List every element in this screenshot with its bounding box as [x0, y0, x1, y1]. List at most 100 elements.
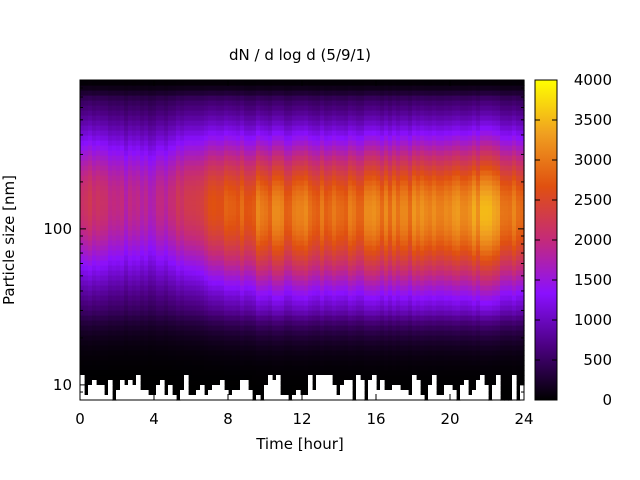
heatmap-cell [364, 350, 369, 356]
heatmap-cell [108, 175, 113, 181]
heatmap-cell [392, 175, 397, 181]
heatmap-cell [300, 235, 305, 241]
heatmap-cell [168, 375, 173, 381]
heatmap-cell [220, 245, 225, 251]
heatmap-cell [288, 120, 293, 126]
heatmap-cell [252, 250, 257, 256]
heatmap-cell [284, 315, 289, 321]
heatmap-cell [240, 95, 245, 101]
heatmap-cell [324, 335, 329, 341]
heatmap-cell [404, 380, 409, 386]
heatmap-cell [368, 175, 373, 181]
heatmap-cell [120, 295, 125, 301]
heatmap-cell [240, 190, 245, 196]
heatmap-cell [148, 220, 153, 226]
heatmap-cell [108, 195, 113, 201]
heatmap-cell [352, 345, 357, 351]
heatmap-cell [124, 210, 129, 216]
heatmap-cell [88, 335, 93, 341]
heatmap-cell [244, 270, 249, 276]
heatmap-cell [328, 155, 333, 161]
heatmap-cell [112, 205, 117, 211]
heatmap-cell [304, 140, 309, 146]
heatmap-cell [332, 230, 337, 236]
heatmap-cell [140, 160, 145, 166]
heatmap-cell [372, 250, 377, 256]
heatmap-cell [376, 105, 381, 111]
heatmap-cell [184, 190, 189, 196]
heatmap-cell [196, 165, 201, 171]
heatmap-cell [252, 120, 257, 126]
heatmap-cell [236, 160, 241, 166]
heatmap-cell [180, 375, 185, 381]
heatmap-cell [244, 355, 249, 361]
heatmap-cell [164, 245, 169, 251]
heatmap-cell [172, 230, 177, 236]
heatmap-cell [100, 185, 105, 191]
heatmap-cell [288, 90, 293, 96]
heatmap-cell [352, 240, 357, 246]
heatmap-cell [256, 165, 261, 171]
heatmap-cell [108, 80, 113, 86]
heatmap-cell [268, 355, 273, 361]
heatmap-cell [136, 195, 141, 201]
heatmap-cell [328, 295, 333, 301]
heatmap-cell [244, 130, 249, 136]
heatmap-cell [384, 275, 389, 281]
heatmap-cell [376, 340, 381, 346]
heatmap-cell [260, 215, 265, 221]
heatmap-cell [248, 80, 253, 86]
heatmap-cell [372, 105, 377, 111]
heatmap-cell [300, 225, 305, 231]
heatmap-cell [252, 245, 257, 251]
heatmap-cell [132, 135, 137, 141]
heatmap-cell [136, 115, 141, 121]
heatmap-cell [196, 380, 201, 386]
heatmap-cell [308, 250, 313, 256]
heatmap-cell [200, 100, 205, 106]
heatmap-cell [188, 360, 193, 366]
heatmap-cell [380, 150, 385, 156]
heatmap-cell [132, 210, 137, 216]
heatmap-cell [132, 225, 137, 231]
heatmap-cell [240, 100, 245, 106]
heatmap-cell [308, 355, 313, 361]
heatmap-cell [148, 330, 153, 336]
heatmap-cell [204, 230, 209, 236]
heatmap-cell [260, 205, 265, 211]
heatmap-cell [292, 235, 297, 241]
heatmap-cell [160, 160, 165, 166]
heatmap-cell [112, 330, 117, 336]
heatmap-cell [184, 215, 189, 221]
heatmap-cell [184, 320, 189, 326]
heatmap-cell [344, 245, 349, 251]
heatmap-cell [332, 305, 337, 311]
heatmap-cell [144, 280, 149, 286]
heatmap-cell [200, 245, 205, 251]
heatmap-cell [296, 335, 301, 341]
heatmap-cell [364, 380, 369, 386]
heatmap-cell [368, 115, 373, 121]
heatmap-cell [120, 215, 125, 221]
heatmap-cell [364, 155, 369, 161]
heatmap-cell [192, 225, 197, 231]
heatmap-cell [136, 290, 141, 296]
heatmap-cell [328, 180, 333, 186]
heatmap-cell [112, 105, 117, 111]
heatmap-cell [192, 380, 197, 386]
heatmap-cell [348, 80, 353, 86]
heatmap-cell [208, 320, 213, 326]
heatmap-cell [356, 160, 361, 166]
heatmap-cell [280, 265, 285, 271]
heatmap-cell [92, 370, 97, 376]
heatmap-cell [320, 260, 325, 266]
heatmap-cell [196, 205, 201, 211]
heatmap-cell [204, 200, 209, 206]
heatmap-cell [104, 345, 109, 351]
heatmap-cell [132, 270, 137, 276]
heatmap-cell [336, 305, 341, 311]
heatmap-cell [224, 275, 229, 281]
heatmap-cell [332, 285, 337, 291]
heatmap-cell [116, 230, 121, 236]
heatmap-cell [384, 290, 389, 296]
